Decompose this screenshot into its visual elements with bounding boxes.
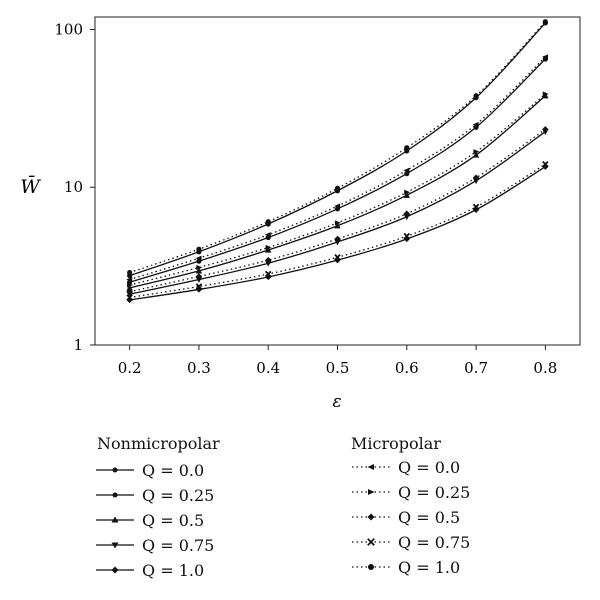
legend-title-micropolar: Micropolar <box>351 434 441 453</box>
y-tick-label: 1 <box>73 336 83 354</box>
data-point <box>334 185 341 191</box>
x-tick-label: 0.7 <box>464 359 488 377</box>
series-nonmicropolar <box>127 56 548 285</box>
data-point <box>472 178 480 185</box>
series-micropolar <box>126 160 549 301</box>
data-point <box>126 276 133 283</box>
legend-label: Q = 0.0 <box>398 458 461 477</box>
data-point <box>127 282 134 288</box>
data-point <box>196 264 203 271</box>
data-point <box>126 288 133 295</box>
data-point <box>264 232 271 238</box>
data-point <box>126 296 133 304</box>
data-point <box>542 19 548 25</box>
series-micropolar <box>126 54 548 283</box>
series-line <box>129 21 546 274</box>
data-point <box>265 244 272 251</box>
x-tick-label: 0.6 <box>395 359 419 377</box>
legend-swatch-dotted <box>352 489 390 495</box>
legend-label: Q = 0.5 <box>398 508 461 527</box>
legend-swatch-dotted <box>352 564 390 570</box>
data-point <box>473 93 479 99</box>
legend-label: Q = 1.0 <box>142 561 205 580</box>
data-point <box>542 126 549 133</box>
chart-plot: 0.2 0.3 0.4 0.5 0.6 0.7 0.8 1 10 100 ε W̄ <box>20 16 581 412</box>
data-point <box>126 284 133 291</box>
series-micropolar <box>126 126 549 295</box>
legend-label: Q = 0.75 <box>398 533 471 552</box>
data-point <box>472 203 480 211</box>
data-point <box>542 160 549 168</box>
series-micropolar <box>127 19 548 276</box>
y-axis-label: W̄ <box>20 175 41 198</box>
data-point <box>403 232 411 240</box>
data-point <box>334 220 341 226</box>
legend-swatch-solid <box>96 492 134 498</box>
legend-swatch-solid <box>96 566 134 574</box>
legend-swatch-solid <box>96 542 134 549</box>
legend-swatch-solid <box>96 516 134 523</box>
legend-label: Q = 0.75 <box>142 536 215 555</box>
legend-swatch-dotted <box>352 464 390 470</box>
data-point <box>403 167 410 173</box>
legend-label: Q = 0.5 <box>142 511 205 530</box>
y-tick-label: 100 <box>54 20 83 38</box>
series-line <box>129 58 546 283</box>
data-point <box>196 246 202 252</box>
data-point <box>265 246 272 253</box>
legend-label: Q = 1.0 <box>398 558 461 577</box>
data-point <box>404 145 410 151</box>
legend-label: Q = 0.0 <box>142 461 205 480</box>
data-point <box>195 273 203 280</box>
x-tick-label: 0.3 <box>187 359 211 377</box>
series-micropolar <box>127 91 549 288</box>
data-point <box>265 256 272 264</box>
data-point <box>126 294 133 301</box>
x-tick-label: 0.8 <box>533 359 557 377</box>
data-point <box>403 210 410 217</box>
data-point <box>195 255 202 261</box>
x-axis-label: ε <box>332 392 341 412</box>
data-point <box>334 239 341 246</box>
series-nonmicropolar <box>126 92 549 291</box>
data-point <box>264 270 272 278</box>
data-point <box>404 189 411 195</box>
data-point <box>195 276 203 283</box>
data-point <box>472 174 480 181</box>
data-point <box>473 149 480 155</box>
data-point <box>403 214 410 221</box>
x-tick-label: 0.2 <box>118 359 142 377</box>
x-tick-label: 0.5 <box>326 359 350 377</box>
data-point <box>403 191 410 198</box>
series-nonmicropolar <box>126 129 549 298</box>
data-point <box>195 283 203 290</box>
data-point <box>542 91 549 97</box>
legend-swatch-solid <box>96 467 134 473</box>
data-point <box>127 269 133 276</box>
legend-label: Q = 0.25 <box>142 486 215 505</box>
data-point <box>334 254 341 261</box>
data-point <box>265 219 271 225</box>
data-point <box>265 260 272 267</box>
data-point <box>472 151 480 158</box>
y-tick-label: 10 <box>64 178 83 196</box>
data-point <box>334 235 341 243</box>
data-point <box>334 203 341 209</box>
data-point <box>541 54 548 60</box>
data-point <box>472 121 479 128</box>
legend-label: Q = 0.25 <box>398 483 471 502</box>
legend-swatch-dotted <box>352 513 390 521</box>
legend-swatch-dotted <box>352 538 390 546</box>
data-point <box>334 222 341 229</box>
x-tick-label: 0.4 <box>256 359 280 377</box>
data-point <box>195 267 203 274</box>
legend-title-nonmicropolar: Nonmicropolar <box>97 434 220 453</box>
